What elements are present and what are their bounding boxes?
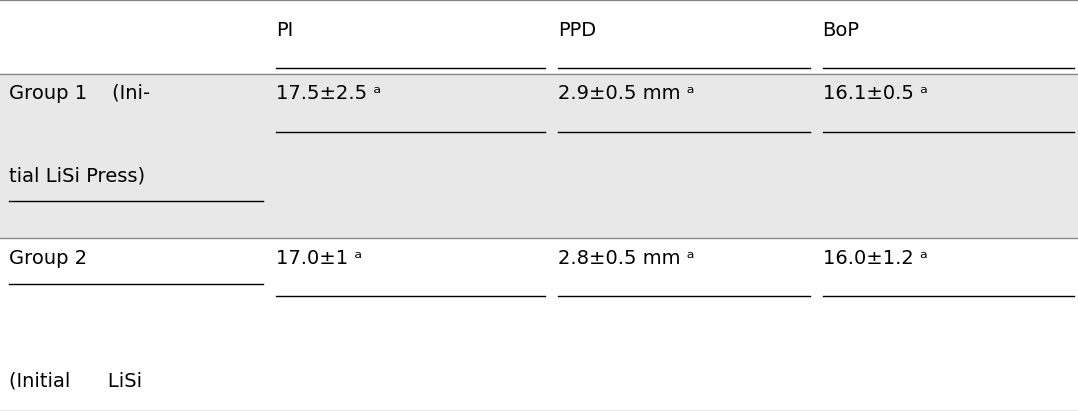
Text: tial LiSi Press): tial LiSi Press) <box>9 166 144 185</box>
Text: 16.0±1.2 ᵃ: 16.0±1.2 ᵃ <box>823 249 927 268</box>
Bar <box>0 0 1078 74</box>
Text: PPD: PPD <box>558 21 596 40</box>
Text: 17.5±2.5 ᵃ: 17.5±2.5 ᵃ <box>276 84 382 103</box>
Text: Group 2: Group 2 <box>9 249 86 268</box>
Bar <box>0 238 1078 411</box>
Bar <box>0 74 1078 238</box>
Text: PI: PI <box>276 21 293 40</box>
Text: 16.1±0.5 ᵃ: 16.1±0.5 ᵃ <box>823 84 927 103</box>
Text: Group 1    (Ini-: Group 1 (Ini- <box>9 84 150 103</box>
Text: BoP: BoP <box>823 21 859 40</box>
Text: 17.0±1 ᵃ: 17.0±1 ᵃ <box>276 249 362 268</box>
Text: 2.8±0.5 mm ᵃ: 2.8±0.5 mm ᵃ <box>558 249 695 268</box>
Text: 2.9±0.5 mm ᵃ: 2.9±0.5 mm ᵃ <box>558 84 695 103</box>
Text: (Initial      LiSi: (Initial LiSi <box>9 372 141 391</box>
